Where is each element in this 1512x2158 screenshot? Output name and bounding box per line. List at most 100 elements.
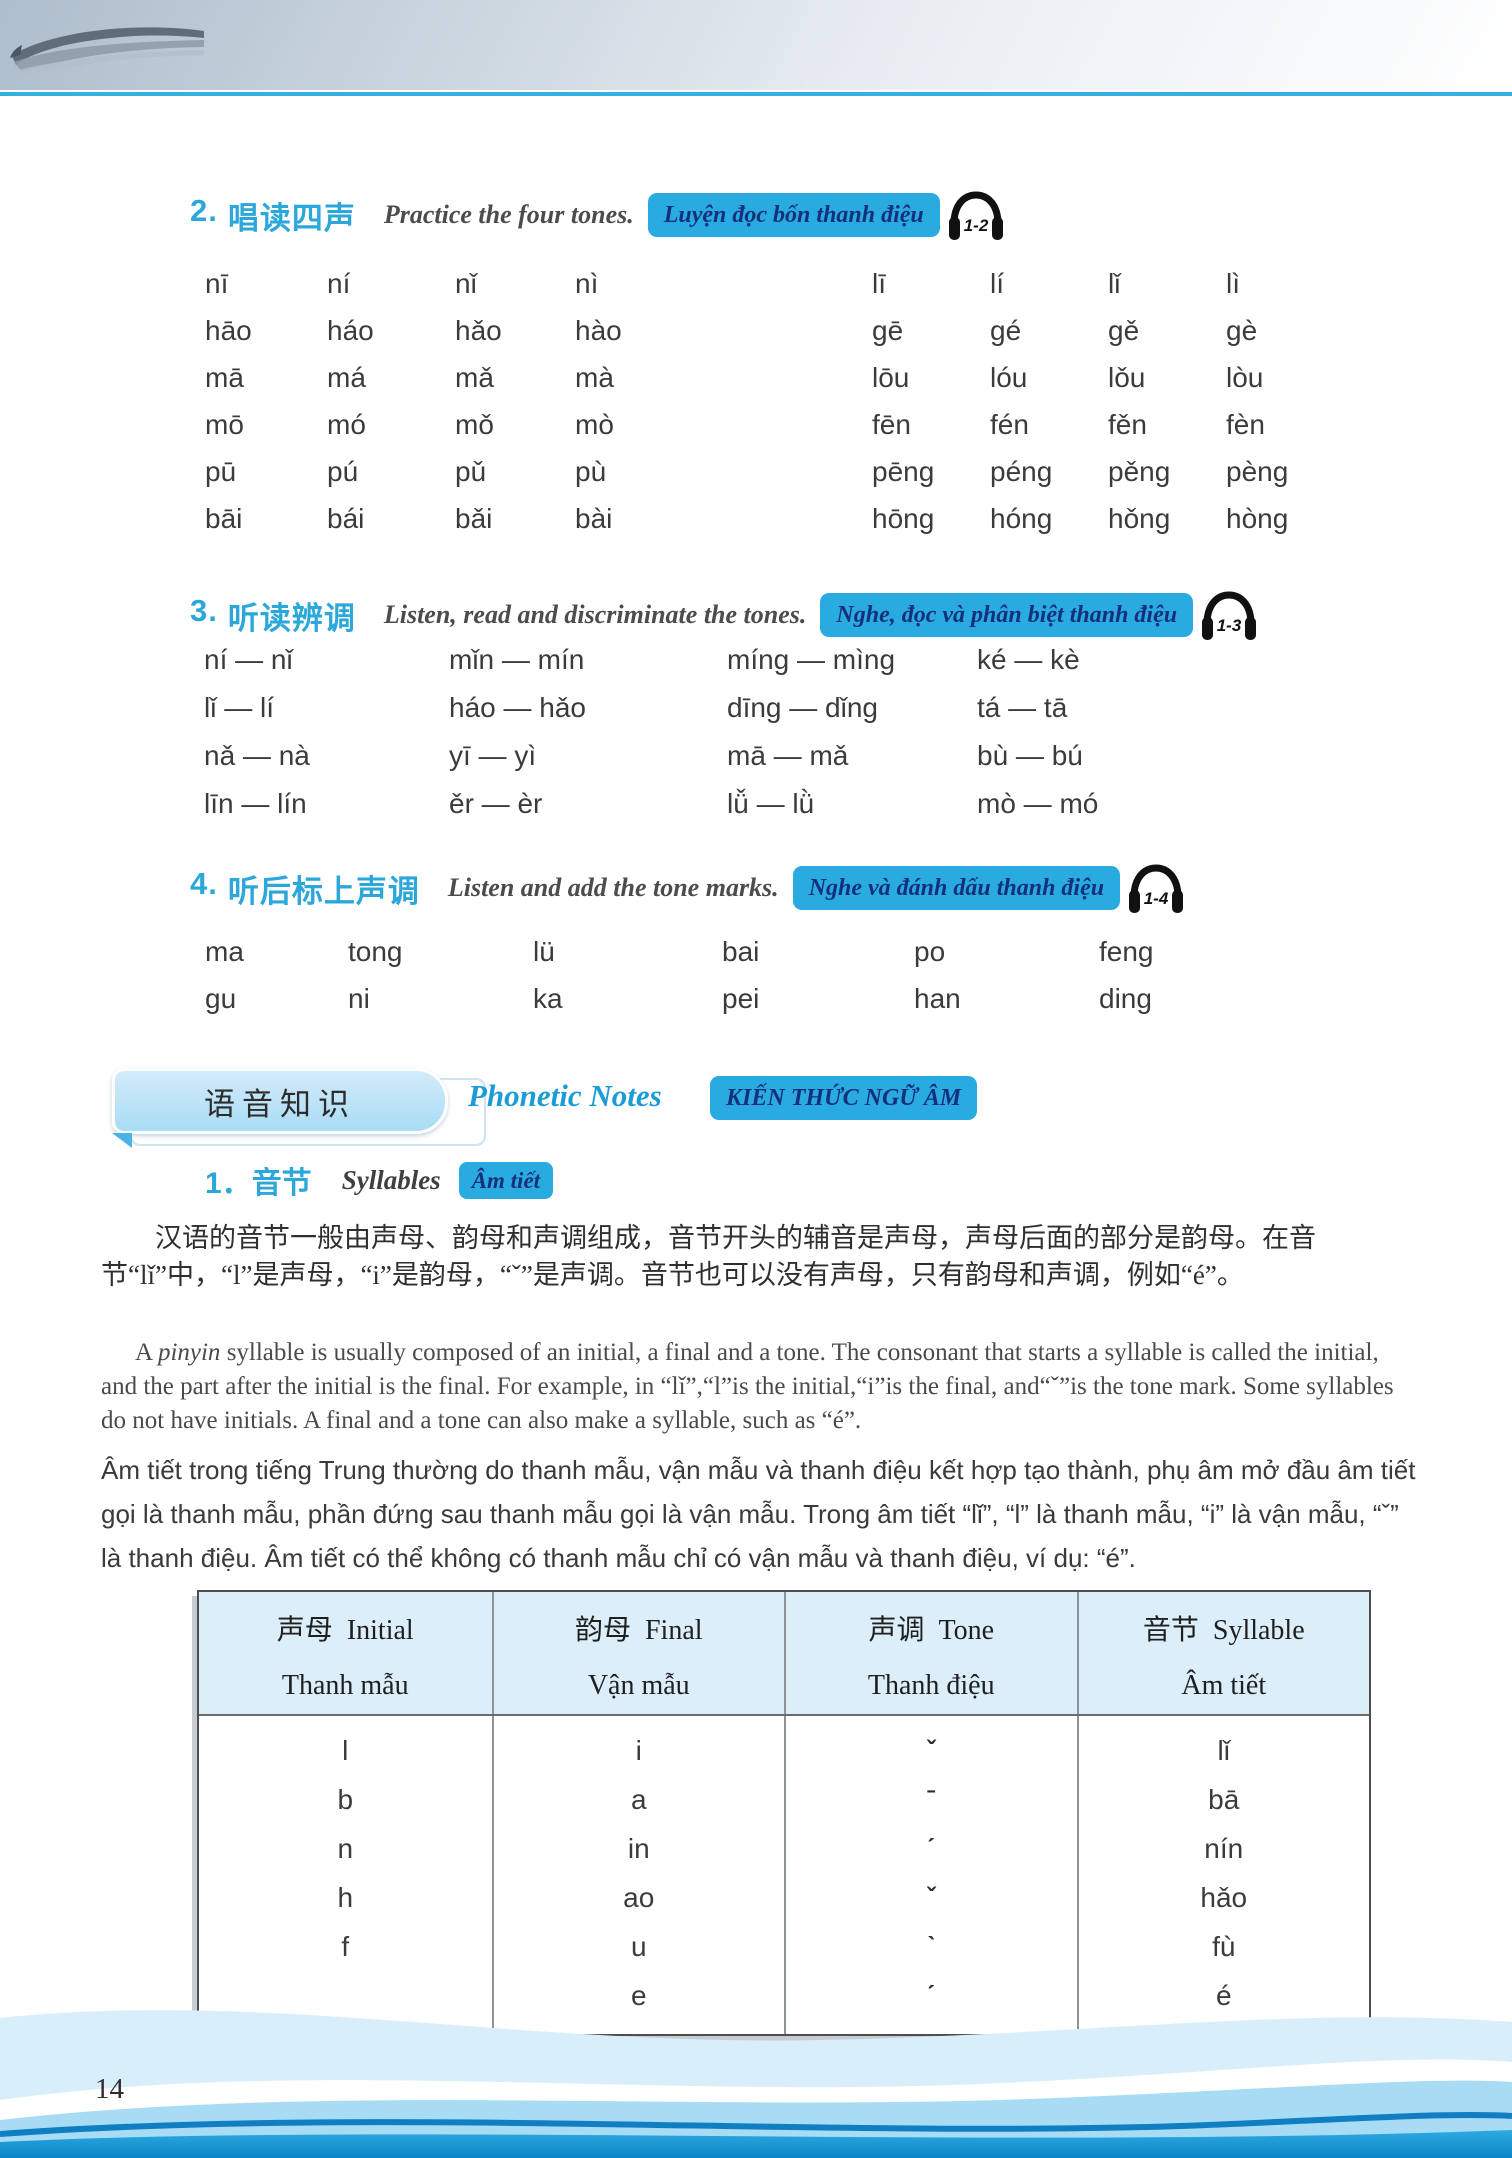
table-cell: f bbox=[341, 1930, 350, 1962]
pinyin-cell: mǎ bbox=[455, 362, 494, 393]
table-cell: ˇ bbox=[926, 1882, 936, 1912]
syllables-badge-vi: Âm tiết bbox=[458, 1161, 554, 1199]
pinyin-cell: hǒng bbox=[1108, 503, 1171, 534]
pinyin-cell: pú bbox=[327, 456, 359, 487]
pinyin-cell: fèn bbox=[1226, 409, 1265, 440]
section-2-title-zh: 2. 唱读四声 bbox=[190, 192, 356, 236]
syllable-table-header: 声母 Initial Thanh mẫu 韵母 Final Vận mẫu 声调 To… bbox=[199, 1592, 1369, 1716]
syllable-cell: po bbox=[914, 936, 946, 967]
pinyin-cell: pēng bbox=[872, 456, 935, 487]
page-number: 14 bbox=[95, 2073, 124, 2105]
pinyin-cell: mǒ bbox=[455, 409, 494, 440]
header-final: 韵母 Final Vận mẫu bbox=[491, 1592, 785, 1714]
pinyin-cell: lòu bbox=[1226, 362, 1264, 393]
explanation-paragraph-vi: Âm tiết trong tiếng Trung thường do than… bbox=[101, 1455, 1416, 1573]
page-header-band bbox=[0, 0, 1512, 90]
table-cell: ˇ bbox=[926, 1735, 936, 1765]
section-4-heading: 4. 听后标上声调 Listen and add the tone marks. … bbox=[190, 859, 1188, 917]
audio-track-number: 1-4 bbox=[1144, 889, 1169, 908]
header-divider bbox=[0, 92, 1512, 96]
pinyin-cell: hāo bbox=[205, 315, 252, 346]
tone-grid-right: lī lí lǐ lì gē gé gě gè lōu lóu lǒu lòu fēn fén fěn… bbox=[872, 268, 1318, 550]
table-cell: fù bbox=[1212, 1930, 1236, 1962]
pinyin-cell: mō bbox=[205, 409, 244, 440]
section-3-title-en: Listen, read and discriminate the tones. bbox=[383, 600, 807, 629]
tone-pair: līn — lín bbox=[204, 788, 307, 819]
pinyin-cell: gè bbox=[1226, 315, 1258, 346]
pinyin-cell: bāi bbox=[205, 503, 243, 534]
phonetic-notes-title-en: Phonetic Notes bbox=[468, 1078, 662, 1113]
pinyin-cell: hōng bbox=[872, 503, 935, 534]
syllable-cell: gu bbox=[205, 983, 237, 1014]
roof-decoration bbox=[10, 27, 204, 76]
table-cell: ˊ bbox=[926, 1833, 936, 1863]
table-cell: in bbox=[627, 1832, 650, 1864]
syllables-subheading: 1．音节 Syllables Âm tiết bbox=[205, 1158, 554, 1202]
tone-pair: ěr — èr bbox=[449, 788, 543, 819]
section-4-title-en: Listen and add the tone marks. bbox=[447, 873, 779, 902]
pinyin-cell: lǒu bbox=[1108, 362, 1146, 393]
syllable-cell: tong bbox=[348, 936, 403, 967]
syllable-cell: feng bbox=[1099, 936, 1154, 967]
pinyin-cell: mà bbox=[575, 362, 614, 393]
pinyin-cell: gé bbox=[990, 315, 1022, 346]
pinyin-cell: bài bbox=[575, 503, 613, 534]
tone-pair: dīng — dǐng bbox=[727, 692, 878, 723]
ribbon-fold bbox=[112, 1133, 132, 1148]
tone-grid-left: nī ní nǐ nì hāo háo hǎo hào mā má mǎ mà mō mó mǒ mò … bbox=[205, 268, 667, 550]
audio-track-number: 1-2 bbox=[963, 216, 988, 235]
section-4-badge-vi: Nghe và đánh dấu thanh điệu bbox=[792, 866, 1121, 910]
syllable-cell: ni bbox=[348, 983, 370, 1014]
phonetic-notes-ribbon: 语音知识 bbox=[112, 1068, 448, 1134]
tone-pair-grid: ní — nǐ mǐn — mín míng — mìng ké — kè lǐ — … bbox=[204, 644, 1187, 836]
tone-pair: lǚ — lǜ bbox=[727, 788, 815, 819]
pinyin-cell: fēn bbox=[872, 409, 911, 440]
table-cell: é bbox=[1215, 1979, 1232, 2011]
pinyin-cell: nǐ bbox=[455, 268, 477, 299]
pinyin-cell: hòng bbox=[1226, 503, 1289, 534]
pinyin-cell: pèng bbox=[1226, 456, 1289, 487]
syllables-title-en: Syllables bbox=[341, 1164, 441, 1195]
pinyin-cell: nī bbox=[205, 268, 229, 299]
tone-pair: tá — tā bbox=[977, 692, 1068, 723]
section-3-badge-vi: Nghe, đọc và phân biệt thanh điệu bbox=[820, 593, 1194, 637]
tone-pair: mā — mǎ bbox=[727, 740, 849, 771]
table-cell: l bbox=[342, 1734, 349, 1766]
phonetic-notes-banner: 语音知识 Phonetic Notes KIẾN THỨC NGỮ ÂM bbox=[0, 1062, 1512, 1158]
phonetic-notes-title-zh: 语音知识 bbox=[204, 1086, 356, 1122]
pinyin-cell: ní bbox=[327, 268, 351, 299]
pinyin-cell: gē bbox=[872, 315, 904, 346]
pinyin-cell: má bbox=[327, 362, 366, 393]
syllable-cell: lü bbox=[533, 936, 555, 967]
phonetic-notes-badge-vi: KIẾN THỨC NGỮ ÂM bbox=[710, 1076, 978, 1120]
audio-track-number: 1-3 bbox=[1217, 616, 1242, 635]
header-syllable: 音节 Syllable Âm tiết bbox=[1076, 1592, 1370, 1714]
pinyin-cell: fén bbox=[990, 409, 1029, 440]
syllable-cell: bai bbox=[722, 936, 760, 967]
table-cell: nín bbox=[1204, 1832, 1244, 1864]
explanation-paragraph-zh: 汉语的音节一般由声母、韵母和声调组成，音节开头的辅音是声母，声母后面的部分是韵母… bbox=[101, 1223, 1316, 1290]
syllable-cell: pei bbox=[722, 983, 760, 1014]
pinyin-cell: fěn bbox=[1108, 409, 1147, 440]
tone-pair: yī — yì bbox=[449, 740, 537, 771]
tone-pair: mò — mó bbox=[977, 788, 1099, 819]
syllable-table: 声母 Initial Thanh mẫu 韵母 Final Vận mẫu 声调 To… bbox=[197, 1590, 1371, 2036]
headphones-icon: 1-4 bbox=[1129, 864, 1184, 913]
section-2-heading: 2. 唱读四声 Practice the four tones. Luyện đọ… bbox=[190, 186, 1008, 244]
table-cell: h bbox=[337, 1881, 354, 1913]
pinyin-cell: gě bbox=[1108, 315, 1140, 346]
pinyin-cell: pǔ bbox=[455, 456, 487, 487]
header-initial: 声母 Initial Thanh mẫu bbox=[276, 1614, 414, 1701]
pinyin-cell: nì bbox=[575, 268, 599, 299]
pinyin-cell: lōu bbox=[872, 362, 910, 393]
tone-pair: lǐ — lí bbox=[204, 692, 274, 723]
pinyin-cell: lóu bbox=[990, 362, 1028, 393]
footer-wave-decoration bbox=[0, 2010, 1512, 2158]
table-cell: i bbox=[635, 1734, 642, 1766]
pinyin-cell: lǐ bbox=[1108, 268, 1121, 299]
pinyin-cell: hǎo bbox=[455, 315, 502, 346]
pinyin-cell: pū bbox=[205, 456, 237, 487]
pinyin-cell: mò bbox=[575, 409, 614, 440]
table-cell: ao bbox=[623, 1881, 655, 1913]
